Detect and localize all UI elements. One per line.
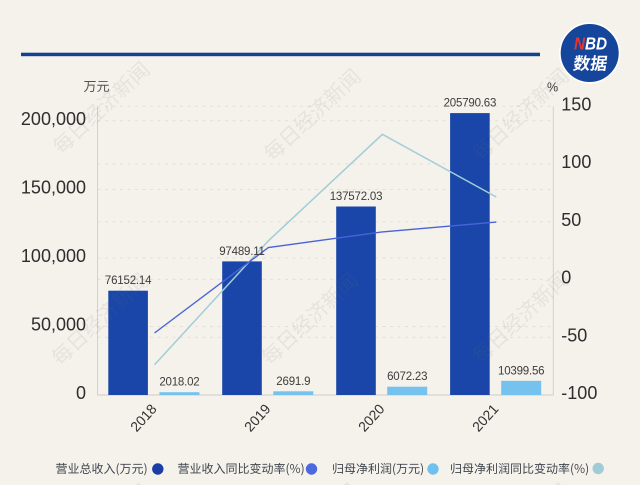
svg-text:205790.63: 205790.63	[444, 98, 497, 110]
svg-text:100: 100	[561, 152, 591, 172]
svg-text:97489.11: 97489.11	[219, 246, 265, 258]
svg-text:150,000: 150,000	[21, 178, 86, 198]
svg-text:6072.23: 6072.23	[387, 371, 427, 383]
svg-text:0: 0	[561, 268, 571, 288]
svg-text:2691.9: 2691.9	[276, 376, 310, 388]
svg-text:2018.02: 2018.02	[159, 377, 199, 389]
svg-text:50: 50	[561, 210, 581, 230]
svg-text:NBD: NBD	[574, 34, 607, 54]
svg-text:50,000: 50,000	[31, 315, 86, 335]
svg-text:100,000: 100,000	[21, 246, 86, 266]
svg-text:-100: -100	[561, 383, 597, 403]
svg-text:150: 150	[561, 94, 591, 114]
svg-text:200,000: 200,000	[21, 109, 86, 129]
svg-text:76152.14: 76152.14	[105, 275, 152, 287]
svg-text:-50: -50	[561, 325, 587, 345]
svg-text:%: %	[547, 80, 558, 94]
svg-text:137572.03: 137572.03	[330, 191, 383, 203]
svg-text:0: 0	[76, 383, 86, 403]
svg-text:10399.56: 10399.56	[498, 365, 544, 377]
